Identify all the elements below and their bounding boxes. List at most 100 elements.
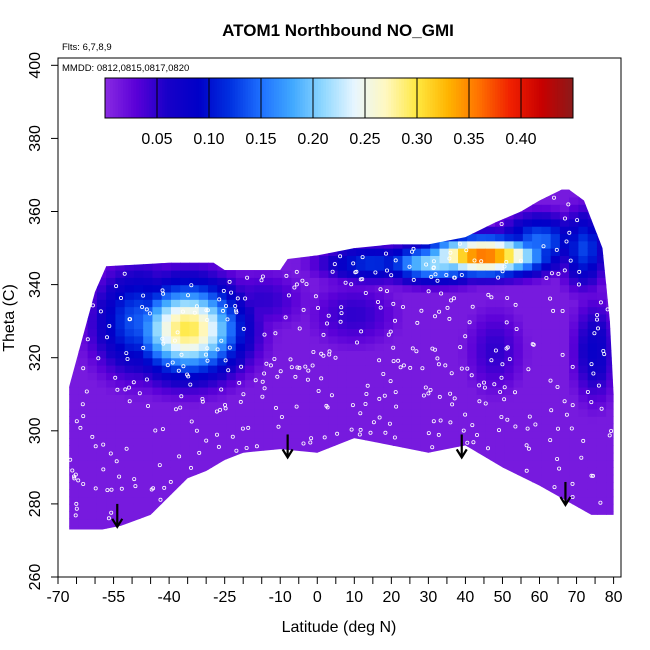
heatmap-cell: [541, 503, 552, 512]
heatmap-cell: [476, 496, 487, 505]
heatmap-cell: [356, 496, 367, 505]
heatmap-cell: [448, 262, 459, 271]
heatmap-cell: [346, 460, 357, 468]
heatmap-cell: [495, 299, 505, 308]
heatmap-cell: [124, 481, 135, 490]
heatmap-cell: [254, 533, 264, 541]
heatmap-cell: [115, 321, 126, 330]
heatmap-cell: [263, 350, 274, 359]
heatmap-cell: [115, 189, 126, 191]
heatmap-cell: [383, 474, 394, 483]
heatmap-cell: [106, 438, 117, 447]
heatmap-cell: [532, 284, 542, 293]
observation-point: [125, 356, 130, 361]
heatmap-cell: [226, 211, 237, 220]
heatmap-cell: [356, 284, 367, 293]
heatmap-cell: [235, 467, 246, 476]
heatmap-cell: [189, 445, 200, 454]
heatmap-cell: [226, 452, 237, 461]
observation-point: [408, 365, 413, 370]
heatmap-cell: [106, 189, 117, 198]
heatmap-cell: [161, 269, 172, 278]
heatmap-cell: [495, 277, 505, 286]
heatmap-cell: [393, 445, 404, 454]
heatmap-cell: [495, 321, 505, 330]
observation-point: [109, 510, 114, 515]
heatmap-cell: [532, 211, 542, 220]
heatmap-cell: [263, 248, 274, 256]
heatmap-cell: [282, 218, 292, 227]
heatmap-cell: [217, 525, 228, 530]
observation-point: [552, 195, 557, 200]
colorbar-cell: [500, 78, 504, 118]
observation-point: [465, 366, 470, 371]
heatmap-cell: [328, 518, 339, 527]
observation-point: [589, 400, 594, 405]
heatmap-cell: [467, 372, 478, 381]
heatmap-cell: [495, 496, 505, 505]
heatmap-cell: [522, 328, 533, 337]
heatmap-cell: [170, 284, 181, 293]
heatmap-cell: [263, 284, 274, 293]
heatmap-cell: [485, 248, 496, 256]
heatmap-cell: [587, 474, 598, 483]
colorbar-cell: [362, 78, 366, 118]
colorbar-cell: [320, 78, 324, 118]
observation-point: [407, 264, 412, 269]
heatmap-cell: [532, 291, 542, 300]
colorbar-cell: [406, 78, 410, 118]
heatmap-cell: [319, 218, 329, 227]
heatmap-cell: [532, 189, 542, 191]
heatmap-cell: [152, 372, 163, 381]
heatmap-cell: [96, 503, 107, 512]
heatmap-cell: [402, 430, 413, 439]
heatmap-cell: [309, 343, 320, 351]
heatmap-cell: [161, 357, 172, 366]
heatmap-cell: [263, 430, 274, 439]
observation-point: [188, 465, 193, 470]
heatmap-cell: [411, 423, 422, 432]
heatmap-cell: [578, 291, 589, 300]
colorbar-cell: [502, 78, 506, 118]
heatmap-cell: [365, 460, 376, 468]
observation-point: [119, 295, 124, 300]
heatmap-cell: [430, 248, 441, 256]
heatmap-cell: [550, 269, 561, 278]
heatmap-cell: [346, 386, 357, 395]
heatmap-cell: [606, 474, 614, 483]
observation-point: [435, 356, 440, 361]
heatmap-cell: [522, 218, 533, 227]
colorbar-cell: [227, 78, 231, 118]
heatmap-cell: [272, 299, 283, 308]
observation-point: [145, 403, 150, 408]
heatmap-cell: [467, 401, 478, 410]
heatmap-cell: [532, 518, 542, 527]
heatmap-cell: [532, 189, 542, 198]
heatmap-cell: [578, 503, 589, 512]
heatmap-cell: [245, 211, 255, 220]
heatmap-cell: [217, 430, 228, 439]
heatmap-cell: [485, 321, 496, 330]
heatmap-cell: [522, 313, 533, 322]
heatmap-cell: [587, 218, 598, 227]
observation-point: [243, 296, 248, 301]
colorbar-cell: [443, 78, 447, 118]
heatmap-cell: [87, 196, 98, 205]
heatmap-cell: [596, 372, 607, 381]
heatmap-cell: [106, 481, 117, 490]
heatmap-cell: [189, 503, 200, 512]
heatmap-cell: [263, 460, 274, 468]
heatmap-cell: [124, 211, 135, 220]
heatmap-cell: [291, 372, 302, 381]
heatmap-cell: [383, 525, 394, 530]
heatmap-cell: [208, 365, 218, 373]
heatmap-cell: [393, 423, 404, 432]
heatmap-cell: [124, 408, 135, 417]
heatmap-cell: [448, 357, 459, 366]
heatmap-cell: [476, 460, 487, 468]
colorbar-tick-label: 0.40: [505, 131, 536, 148]
heatmap-cell: [495, 343, 505, 351]
observation-point: [467, 320, 472, 325]
heatmap-cell: [69, 525, 79, 530]
heatmap-cell: [504, 525, 515, 530]
